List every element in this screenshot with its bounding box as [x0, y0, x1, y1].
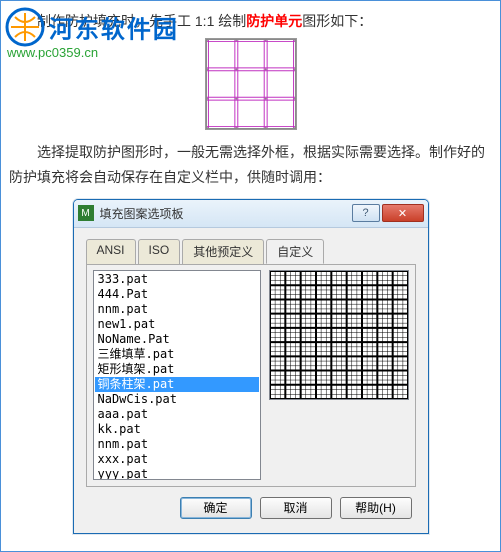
dialog-title: 填充图案选项板: [100, 205, 184, 222]
app-icon: M: [78, 205, 94, 221]
p1-pre: 制作防护填充时，先手工 1:1 绘制: [37, 13, 246, 29]
tab-strip: ANSIISO其他预定义自定义: [86, 239, 416, 265]
pattern-preview: [269, 270, 409, 400]
list-item[interactable]: nnm.pat: [95, 302, 259, 317]
pattern-list[interactable]: 333.pat444.Patnnm.patnew1.patNoName.Pat三…: [93, 270, 261, 480]
protection-unit-figure: [205, 38, 297, 130]
list-item[interactable]: aaa.pat: [95, 407, 259, 422]
site-url: www.pc0359.cn: [7, 45, 179, 60]
list-item[interactable]: xxx.pat: [95, 452, 259, 467]
list-item[interactable]: NoName.Pat: [95, 332, 259, 347]
dialog-body: ANSIISO其他预定义自定义 333.pat444.Patnnm.patnew…: [74, 228, 428, 533]
tab-自定义[interactable]: 自定义: [266, 239, 324, 264]
list-item[interactable]: kk.pat: [95, 422, 259, 437]
ok-button[interactable]: 确定: [180, 497, 252, 519]
list-item[interactable]: yyy.pat: [95, 467, 259, 480]
tab-ansi[interactable]: ANSI: [86, 239, 136, 264]
hatch-options-dialog: M 填充图案选项板 ? ✕ ANSIISO其他预定义自定义 333.pat444…: [73, 199, 429, 534]
dialog-button-row: 确定 取消 帮助(H): [86, 487, 416, 521]
help-button[interactable]: ?: [352, 204, 380, 222]
paragraph-2: 选择提取防护图形时，一般无需选择外框，根据实际需要选择。制作好的防护填充将会自动…: [9, 140, 492, 190]
paragraph-1: 制作防护填充时，先手工 1:1 绘制防护单元图形如下：: [9, 9, 492, 34]
tab-iso[interactable]: ISO: [138, 239, 181, 264]
help-cmd-button[interactable]: 帮助(H): [340, 497, 412, 519]
tab-其他预定义[interactable]: 其他预定义: [182, 239, 264, 264]
list-item[interactable]: 矩形填架.pat: [95, 362, 259, 377]
dialog-titlebar: M 填充图案选项板 ? ✕: [74, 200, 428, 228]
list-item[interactable]: NaDwCis.pat: [95, 392, 259, 407]
p1-highlight: 防护单元: [246, 13, 302, 29]
list-item[interactable]: 三维填草.pat: [95, 347, 259, 362]
list-item[interactable]: 333.pat: [95, 272, 259, 287]
p1-post: 图形如下：: [302, 13, 372, 29]
tab-panel-custom: 333.pat444.Patnnm.patnew1.patNoName.Pat三…: [86, 264, 416, 487]
list-item[interactable]: 444.Pat: [95, 287, 259, 302]
cancel-button[interactable]: 取消: [260, 497, 332, 519]
close-button[interactable]: ✕: [382, 204, 424, 222]
list-item[interactable]: nnm.pat: [95, 437, 259, 452]
list-item[interactable]: 铜条柱架.pat: [95, 377, 259, 392]
list-item[interactable]: new1.pat: [95, 317, 259, 332]
